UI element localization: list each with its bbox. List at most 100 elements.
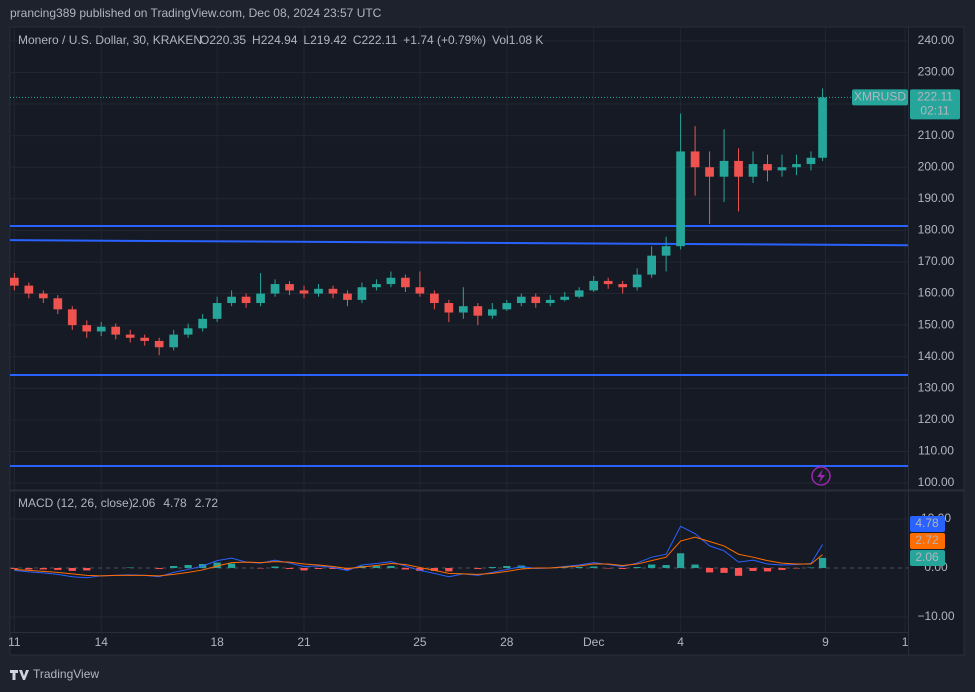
histogram-bar [633, 566, 641, 568]
histogram-bar [648, 564, 656, 568]
candle-body [763, 164, 772, 171]
histogram-bar [300, 567, 308, 571]
y-tick-label: −10.00 [917, 609, 954, 623]
candle-body [473, 306, 483, 316]
y-tick-label: 230.00 [918, 65, 955, 79]
price-badge [910, 89, 960, 120]
badge-value: 2.72 [915, 533, 939, 547]
candle-body [24, 285, 34, 294]
y-tick-label: 110.00 [918, 444, 954, 458]
histogram-bar [387, 566, 395, 568]
value-badge [910, 516, 945, 532]
candle-body [299, 290, 309, 294]
candle-body [574, 290, 584, 297]
histogram-bar [445, 567, 453, 572]
histogram-bar [416, 567, 424, 571]
event-icon[interactable] [811, 466, 831, 486]
ohlc-value: 220.35 [209, 33, 246, 47]
y-tick-label: 100.00 [918, 475, 955, 489]
candle-body [516, 296, 526, 304]
candle-body [647, 255, 656, 275]
x-tick-label: 18 [210, 635, 224, 649]
histogram-bar [39, 567, 47, 570]
candle-body [545, 299, 555, 304]
candle-body [386, 277, 396, 285]
ohlc-key: C [353, 33, 362, 47]
candle-body [560, 296, 570, 300]
candle-body [241, 296, 251, 304]
histogram-bar [474, 567, 482, 569]
x-tick-label: 28 [500, 635, 514, 649]
indicator-title: MACD (12, 26, close) [18, 496, 133, 510]
badge-value: 4.78 [915, 516, 939, 530]
histogram-bar [401, 567, 410, 570]
histogram-bar [68, 567, 76, 571]
candle-body [38, 293, 48, 299]
candle-body [53, 298, 63, 310]
x-tick-label: 4 [677, 635, 684, 649]
histogram-bar [314, 567, 323, 569]
histogram-bar [749, 567, 757, 571]
candle-body [690, 151, 700, 168]
histogram-bar [54, 567, 62, 570]
last-price-label: 222.11 [917, 90, 953, 104]
y-tick-label: 150.00 [918, 317, 955, 331]
x-tick-label: 9 [822, 635, 829, 649]
y-tick-label: 190.00 [918, 191, 955, 205]
y-tick-label: 140.00 [918, 349, 955, 363]
candle-body [531, 296, 541, 304]
ohlc-key: L [303, 33, 310, 47]
candle-body [314, 288, 323, 294]
histogram-bar [488, 566, 496, 568]
histogram-bar [662, 565, 670, 568]
candle-body [328, 288, 338, 294]
histogram-bar [155, 567, 163, 569]
candle-body [111, 326, 121, 335]
symbol-label: XMRUSD [854, 90, 906, 104]
ohlc-value: 222.11 [361, 33, 397, 47]
ohlc-value: 1.08 K [509, 33, 544, 47]
histogram-bar [285, 567, 294, 569]
y-tick-label: 210.00 [918, 128, 955, 142]
candle-body [10, 277, 19, 286]
candle-body [212, 303, 222, 319]
candle-body [343, 293, 352, 300]
histogram-bar [734, 567, 743, 576]
candle-body [661, 246, 671, 256]
legend-value: 2.72 [195, 496, 219, 510]
x-tick-label: 21 [297, 635, 311, 649]
y-tick-label: 120.00 [918, 412, 955, 426]
candle-body [676, 151, 685, 247]
x-tick-label: 25 [413, 635, 427, 649]
candle-body [227, 296, 236, 304]
candle-body [96, 326, 106, 332]
candle-body [140, 337, 150, 341]
histogram-bar [720, 567, 728, 573]
ohlc-value: 219.42 [310, 33, 347, 47]
y-tick-label: 200.00 [918, 159, 955, 173]
candle-body [487, 309, 497, 316]
candle-body [154, 340, 164, 348]
legend-value: 2.06 [132, 496, 156, 510]
histogram-bar [213, 562, 221, 568]
symbol-title: Monero / U.S. Dollar, 30, KRAKEN [18, 33, 202, 47]
histogram-bar [705, 567, 714, 573]
histogram-bar [619, 567, 627, 569]
ohlc-key: Vol [492, 33, 509, 47]
candle-body [256, 293, 265, 304]
histogram-bar [763, 567, 772, 572]
candle-body [415, 287, 425, 294]
x-tick-label: 1 [902, 635, 909, 649]
candle-body [270, 284, 280, 294]
logo [10, 670, 29, 680]
y-tick-label: 240.00 [918, 33, 955, 47]
y-tick-label: 130.00 [918, 380, 955, 394]
value-badge [910, 550, 945, 566]
badge-value: 2.06 [915, 550, 939, 564]
candle-body [372, 284, 381, 288]
candle-body [430, 293, 439, 304]
histogram-bar [430, 567, 438, 571]
candle-body [734, 160, 743, 177]
histogram-bar [10, 567, 18, 569]
